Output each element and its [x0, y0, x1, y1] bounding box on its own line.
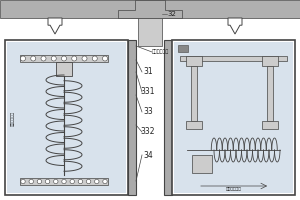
- Bar: [164, 40, 172, 195]
- Bar: [0, 0, 300, 18]
- Bar: [7, 42, 126, 193]
- Bar: [128, 40, 136, 195]
- Text: 32: 32: [167, 11, 176, 17]
- Text: 固体液混合液: 固体液混合液: [152, 49, 169, 54]
- Polygon shape: [48, 18, 62, 34]
- Bar: [172, 40, 295, 195]
- Bar: [186, 121, 202, 129]
- Circle shape: [72, 56, 77, 61]
- Circle shape: [78, 179, 82, 184]
- Circle shape: [82, 56, 87, 61]
- Bar: [20, 55, 108, 62]
- Text: 31: 31: [143, 68, 153, 76]
- Bar: [192, 155, 212, 173]
- Circle shape: [41, 56, 46, 61]
- Bar: [191, 66, 197, 121]
- Bar: [20, 178, 108, 185]
- Circle shape: [21, 179, 25, 184]
- Bar: [174, 42, 293, 193]
- Circle shape: [94, 179, 99, 184]
- Bar: [56, 62, 72, 76]
- Circle shape: [70, 179, 74, 184]
- Bar: [138, 18, 162, 46]
- Text: 34: 34: [143, 150, 153, 160]
- Circle shape: [51, 56, 56, 61]
- Bar: [262, 56, 278, 66]
- Bar: [262, 121, 278, 129]
- Circle shape: [61, 56, 67, 61]
- Polygon shape: [118, 0, 182, 18]
- Circle shape: [45, 179, 50, 184]
- Text: 垂直超声细化: 垂直超声细化: [11, 110, 15, 126]
- Circle shape: [103, 179, 107, 184]
- Circle shape: [29, 179, 33, 184]
- Circle shape: [54, 179, 58, 184]
- Circle shape: [37, 179, 42, 184]
- Bar: [5, 40, 128, 195]
- Circle shape: [31, 56, 36, 61]
- Bar: [178, 45, 188, 52]
- Circle shape: [62, 179, 66, 184]
- Bar: [180, 56, 287, 61]
- Text: 331: 331: [141, 88, 155, 97]
- Circle shape: [86, 179, 91, 184]
- Text: 水平移动推进: 水平移动推进: [226, 187, 242, 191]
- Bar: [267, 66, 273, 121]
- Circle shape: [92, 56, 97, 61]
- Text: 332: 332: [141, 128, 155, 136]
- Polygon shape: [228, 18, 242, 34]
- Text: 33: 33: [143, 108, 153, 116]
- Circle shape: [20, 56, 26, 61]
- Circle shape: [103, 56, 107, 61]
- Bar: [186, 56, 202, 66]
